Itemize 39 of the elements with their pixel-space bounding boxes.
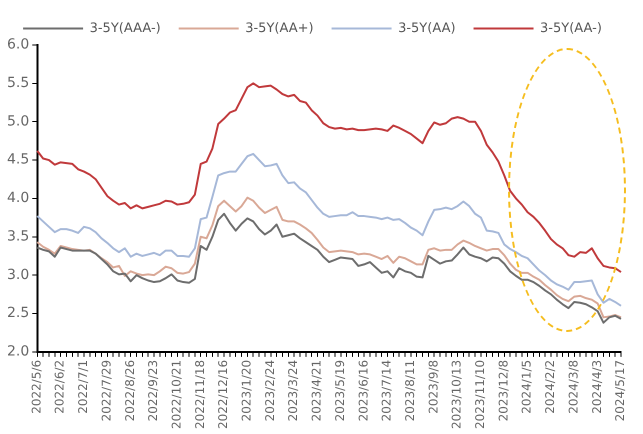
x-tick-label: 2022/11/18 [192, 360, 207, 430]
y-tick-label: 5.5 [7, 74, 30, 91]
y-tick-label: 6.0 [7, 36, 30, 53]
x-tick-label: 2023/5/19 [332, 360, 347, 422]
x-tick-label: 2024/1/5 [520, 360, 534, 414]
x-tick-label: 2023/1/20 [240, 360, 254, 422]
x-tick-label: 2024/4/3 [590, 360, 604, 414]
x-tick-label: 2023/10/13 [450, 360, 464, 430]
x-tick-label: 2024/2/2 [543, 360, 558, 414]
x-tick-label: 2022/7/29 [99, 360, 114, 422]
legend-label: 3-5Y(AA) [398, 20, 456, 36]
x-tick-label: 2022/9/23 [146, 360, 160, 422]
legend-label: 3-5Y(AA-) [540, 20, 602, 36]
y-tick-label: 3.5 [7, 228, 30, 244]
x-tick-label: 2022/7/1 [76, 360, 90, 414]
y-tick-label: 2.0 [7, 343, 30, 360]
y-tick-label: 3.0 [7, 266, 30, 283]
y-tick-label: 5.0 [7, 113, 30, 130]
x-tick-label: 2022/12/16 [216, 360, 230, 430]
y-tick-label: 4.5 [7, 152, 30, 168]
x-tick-label: 2023/12/8 [496, 360, 510, 422]
y-tick-label: 4.0 [7, 190, 30, 206]
x-tick-label: 2023/4/21 [310, 360, 324, 422]
x-tick-label: 2023/7/14 [380, 360, 394, 422]
legend-label: 3-5Y(AAA-) [90, 20, 161, 36]
x-tick-label: 2024/5/17 [613, 360, 628, 422]
x-tick-label: 2023/11/10 [473, 360, 488, 430]
x-tick-label: 2023/2/24 [262, 360, 277, 422]
x-tick-label: 2023/9/8 [426, 360, 440, 414]
x-tick-label: 2024/3/8 [566, 360, 580, 414]
x-tick-label: 2023/3/24 [286, 360, 300, 422]
x-tick-label: 2023/8/11 [402, 360, 417, 422]
x-tick-label: 2022/6/2 [52, 360, 67, 414]
x-tick-label: 2022/10/21 [169, 360, 184, 430]
legend-label: 3-5Y(AA+) [245, 20, 314, 36]
x-tick-label: 2022/5/6 [29, 360, 44, 414]
x-tick-label: 2022/8/26 [122, 360, 137, 422]
y-tick-label: 2.5 [7, 305, 30, 322]
x-tick-label: 2023/6/16 [356, 360, 370, 422]
